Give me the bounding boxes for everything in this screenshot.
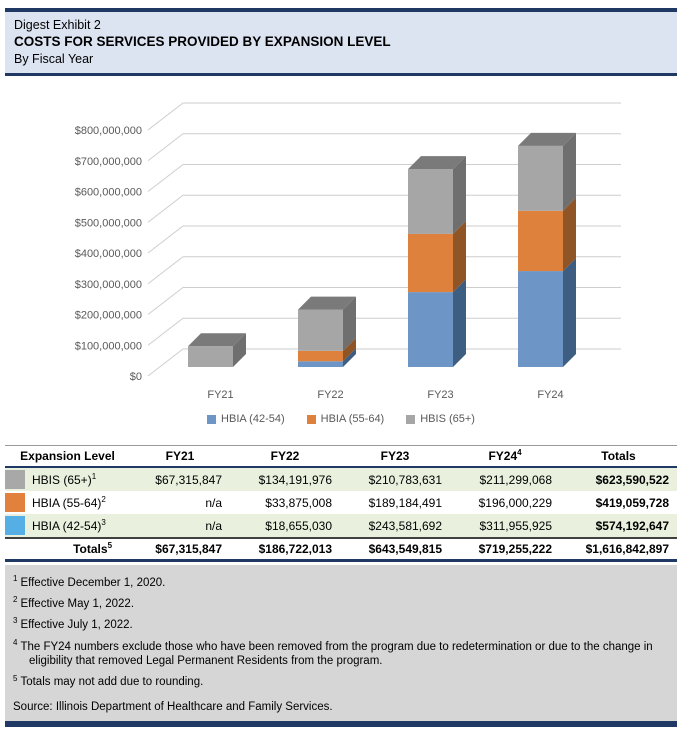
- svg-text:$500,000,000: $500,000,000: [75, 217, 142, 229]
- cell-total: $1,616,842,897: [560, 537, 678, 562]
- cell-fy22: $134,191,976: [258, 472, 333, 487]
- legend-swatch-blue-icon: [207, 414, 217, 424]
- svg-text:$600,000,000: $600,000,000: [75, 187, 142, 199]
- svg-text:$0: $0: [130, 371, 142, 383]
- legend-item-hbia-42-54: HBIA (42-54): [207, 413, 285, 425]
- legend-swatch-gray-icon: [406, 414, 416, 424]
- cell-total: $623,590,522: [595, 472, 670, 487]
- page-subtitle: By Fiscal Year: [14, 51, 94, 66]
- cell-fy21: n/a: [205, 495, 223, 510]
- totals-label: Totals5: [5, 537, 131, 562]
- cell-fy22: $33,875,008: [265, 495, 333, 510]
- col-header-fy24: FY244: [450, 445, 561, 469]
- svg-text:FY24: FY24: [537, 389, 563, 401]
- page-title: COSTS FOR SERVICES PROVIDED BY EXPANSION…: [14, 34, 391, 50]
- row-label: HBIS (65+)1: [32, 471, 97, 487]
- svg-text:$300,000,000: $300,000,000: [75, 279, 142, 291]
- cell-fy23: $210,783,631: [368, 472, 443, 487]
- legend-swatch-orange-icon: [306, 414, 316, 424]
- svg-text:$800,000,000: $800,000,000: [75, 125, 142, 137]
- footnote-1: 1 Effective December 1, 2020.: [13, 573, 166, 589]
- row-label: HBIA (42-54)3: [32, 517, 106, 533]
- source-line: Source: Illinois Department of Healthcar…: [13, 700, 333, 713]
- chart-area: $0 $100,000,000 $200,000,000 $300,000,000 $4…: [5, 94, 677, 425]
- cell-fy23: $643,549,815: [340, 537, 451, 562]
- cell-fy24: $311,955,925: [479, 518, 553, 533]
- legend-label: HBIA (55-64): [320, 413, 385, 426]
- footnote-4: 4 The FY24 numbers exclude those who have…: [13, 637, 653, 668]
- svg-text:$100,000,000: $100,000,000: [75, 340, 142, 352]
- cell-fy21: $67,315,847: [155, 472, 223, 487]
- cell-fy22: $186,722,013: [230, 537, 341, 562]
- svg-text:$400,000,000: $400,000,000: [75, 248, 142, 260]
- svg-text:FY22: FY22: [317, 389, 343, 401]
- legend-item-hbia-55-64: HBIA (55-64): [306, 413, 385, 426]
- table-header-row: Expansion Level FY21 FY22 FY23 FY244 Tot…: [5, 445, 678, 469]
- cell-fy24: $196,000,229: [478, 495, 553, 510]
- svg-text:FY23: FY23: [427, 389, 453, 401]
- row-label: HBIA (55-64)2: [32, 494, 106, 510]
- cell-total: $574,192,647: [595, 518, 670, 533]
- cell-fy24: $211,299,068: [479, 472, 553, 487]
- footnote-5: 5 Totals may not add due to rounding.: [13, 673, 204, 689]
- title-band: Digest Exhibit 2 COSTS FOR SERVICES PROV…: [5, 8, 677, 77]
- col-header-fy21: FY21: [130, 445, 231, 469]
- legend-label: HBIA (42-54): [221, 413, 285, 426]
- footnotes-block: 1 Effective December 1, 2020. 2 Effective …: [5, 564, 677, 728]
- legend-item-hbis-65: HBIS (65+): [406, 413, 475, 425]
- footnote-3: 3 Effective July 1, 2022.: [13, 616, 133, 632]
- cell-fy24: $719,255,222: [450, 537, 561, 562]
- table-row-hbia-42-54: HBIA (42-54)3 n/a $18,655,030 $243,581,6…: [5, 514, 678, 539]
- table-row-hbia-55-64: HBIA (55-64)2 n/a $33,875,008 $189,184,4…: [5, 491, 677, 514]
- table-row-hbis-65: HBIS (65+)1 $67,315,847 $134,191,976 $21…: [5, 467, 678, 492]
- cell-fy22: $18,655,030: [265, 518, 333, 533]
- col-header-expansion-level: Expansion Level: [5, 445, 131, 469]
- stacked-bar-chart-3d: $0 $100,000,000 $200,000,000 $300,000,000 $4…: [75, 102, 621, 401]
- cell-fy23: $189,184,491: [368, 495, 443, 510]
- chart-legend: HBIA (42-54) HBIA (55-64) HBIS (65+): [5, 413, 677, 425]
- row-swatch-blue-icon: [5, 516, 25, 536]
- col-header-totals: Totals: [560, 445, 678, 469]
- col-header-fy23: FY23: [340, 445, 451, 469]
- cell-fy21: n/a: [205, 518, 223, 533]
- footnote-2: 2 Effective May 1, 2022.: [13, 595, 135, 610]
- cell-total: $419,059,728: [595, 495, 670, 510]
- row-swatch-orange-icon: [5, 493, 25, 513]
- document-page: Digest Exhibit 2 COSTS FOR SERVICES PROV…: [5, 8, 678, 728]
- legend-label: HBIS (65+): [420, 413, 475, 426]
- col-header-fy22: FY22: [230, 445, 341, 469]
- svg-text:$200,000,000: $200,000,000: [75, 310, 142, 322]
- svg-text:FY21: FY21: [207, 389, 233, 401]
- cell-fy21: $67,315,847: [130, 537, 231, 562]
- costs-table: Expansion Level FY21 FY22 FY23 FY244 Tot…: [5, 445, 678, 562]
- table-row-totals: Totals5 $67,315,847 $186,722,013 $643,54…: [5, 537, 678, 562]
- cell-fy23: $243,581,692: [368, 518, 443, 533]
- svg-text:$700,000,000: $700,000,000: [75, 156, 142, 168]
- exhibit-number: Digest Exhibit 2: [14, 18, 101, 32]
- row-swatch-gray-icon: [5, 470, 25, 490]
